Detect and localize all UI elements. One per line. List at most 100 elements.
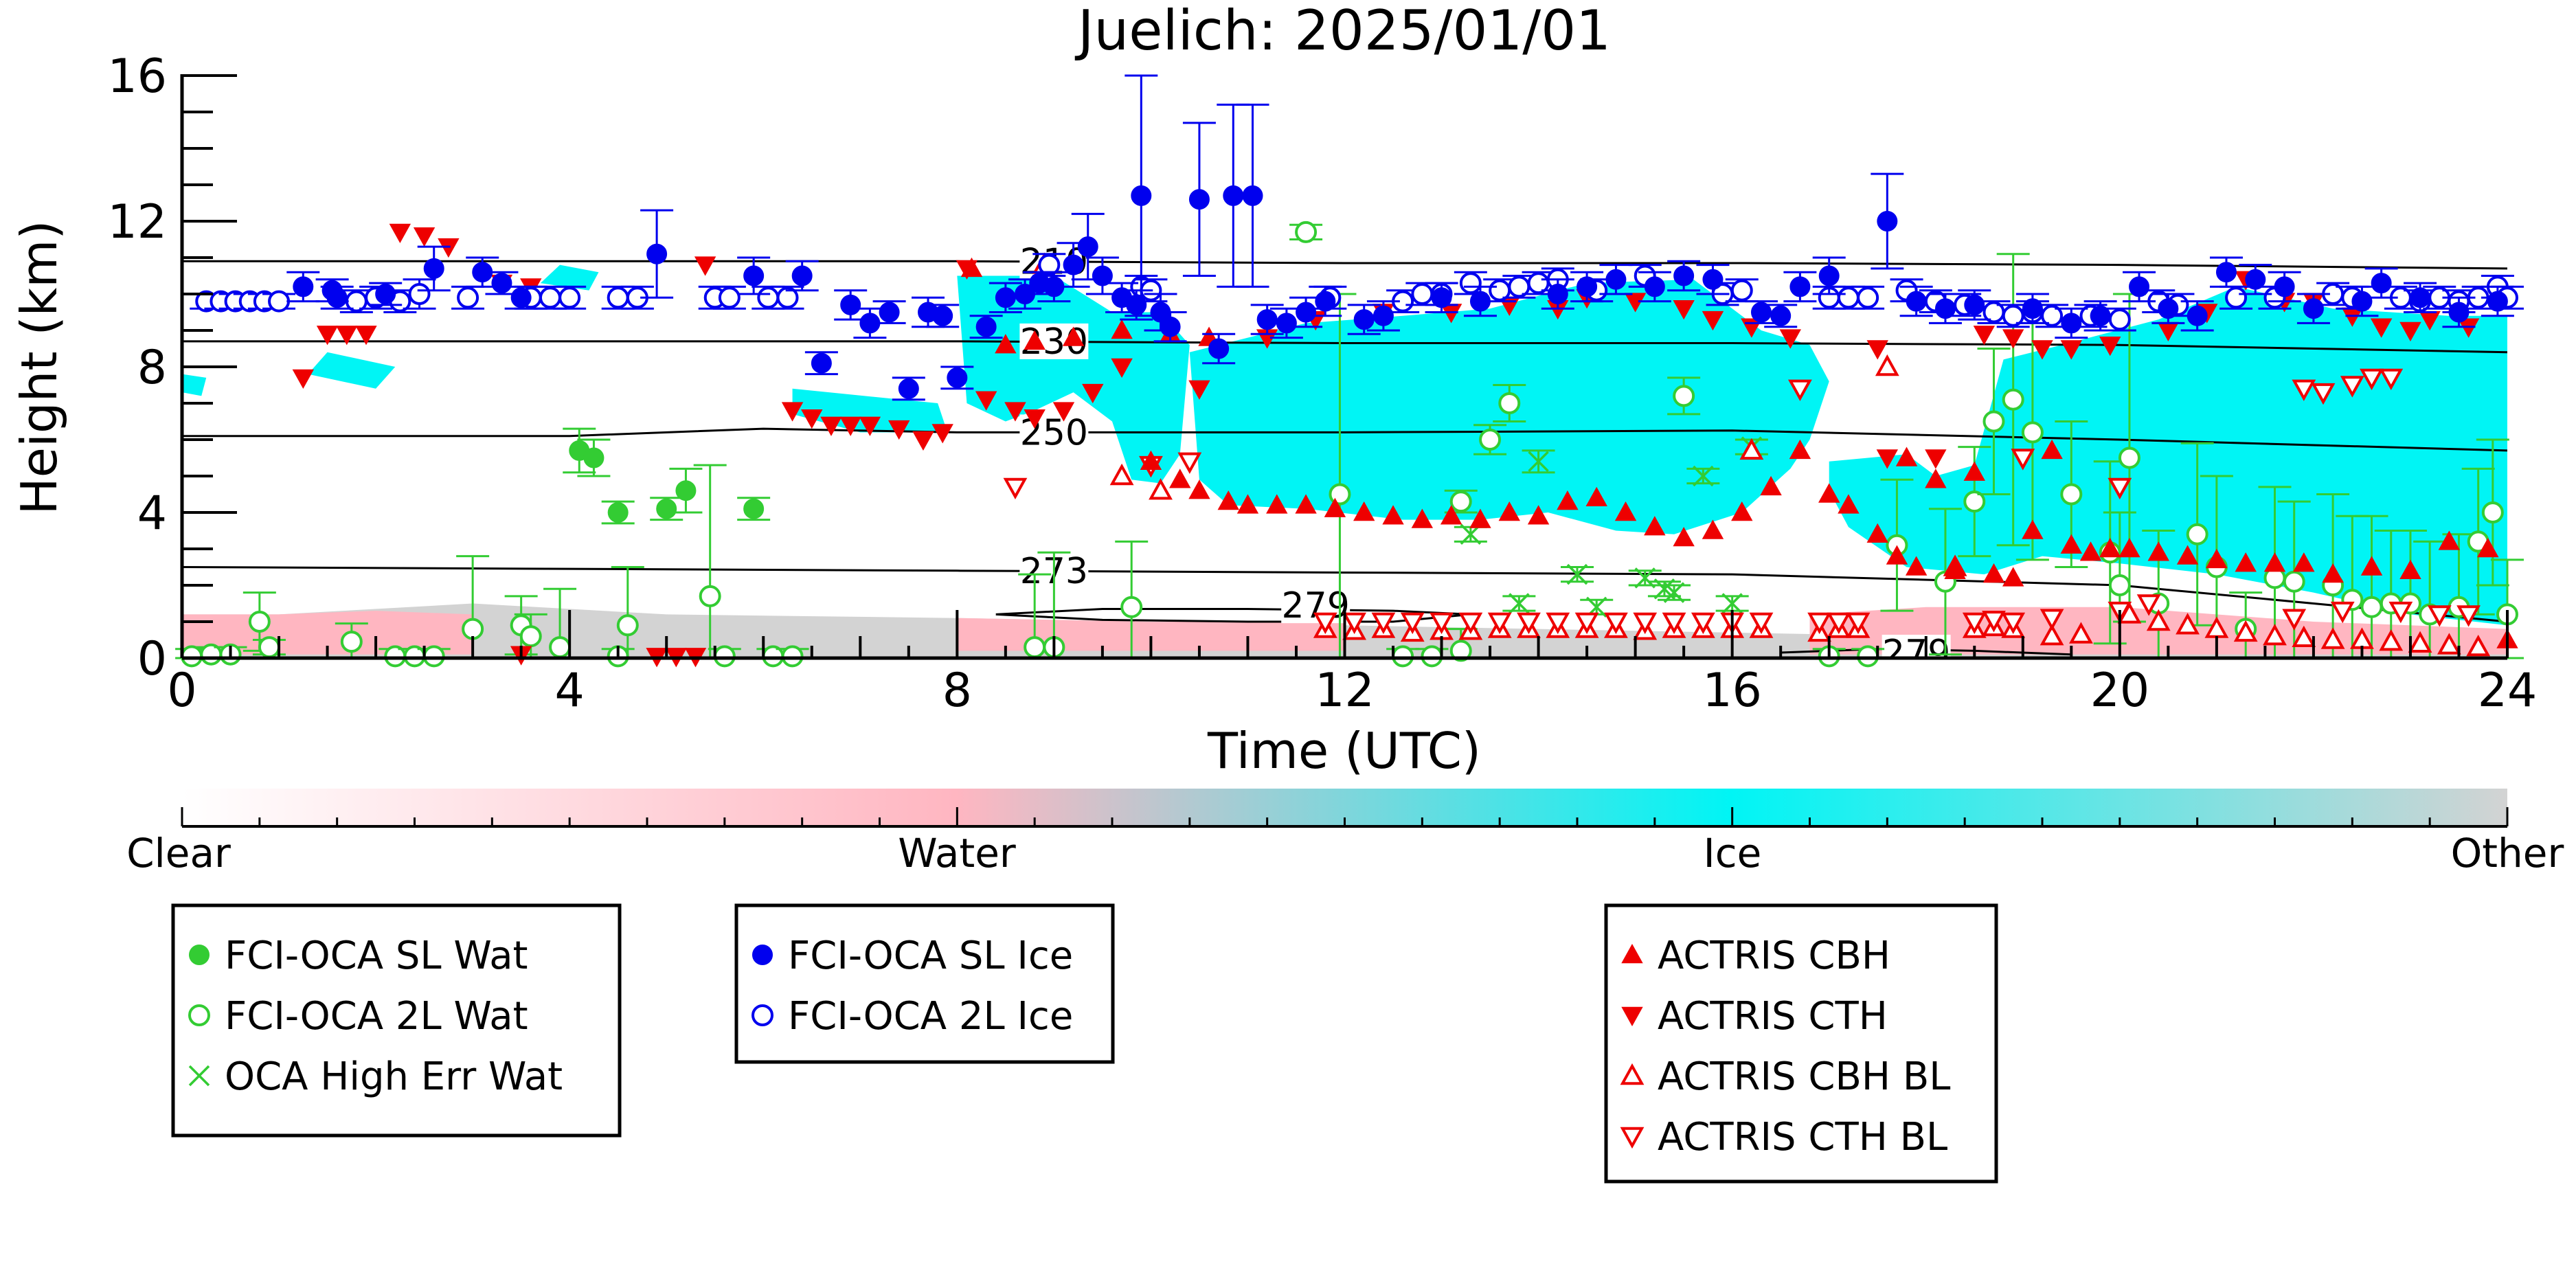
isotherm-label-279: 279 — [1882, 633, 1950, 674]
series-fci-oca-sl-ice — [286, 74, 2514, 401]
point-fci-oca-2l-wat-41 — [2108, 574, 2131, 596]
point-actris-cbh-bl-28 — [2040, 624, 2064, 646]
legend-entry-label: ACTRIS CTH BL — [1658, 1115, 1947, 1160]
point-fci-oca-2l-ice-13 — [558, 286, 581, 309]
point-fci-oca-sl-ice-17 — [932, 305, 953, 326]
colorbar-label-other: Other — [2451, 830, 2564, 877]
point-fci-oca-sl-ice-48 — [1673, 265, 1695, 286]
x-axis-label: Time (UTC) — [1207, 722, 1481, 780]
point-fci-oca-2l-ice-37 — [1837, 286, 1860, 309]
point-fci-oca-2l-ice-10 — [457, 286, 479, 309]
point-fci-oca-sl-ice-25 — [1077, 236, 1098, 258]
point-fci-oca-2l-wat-44 — [2186, 523, 2208, 545]
point-actris-cth-bl-32 — [1846, 612, 1871, 635]
colorbar-label-water: Water — [898, 830, 1016, 877]
point-fci-oca-sl-wat-2 — [607, 502, 629, 523]
point-actris-cth-bl-34 — [1982, 611, 2006, 633]
point-oca-high-err-wat-2 — [1528, 451, 1549, 473]
point-fci-oca-sl-ice-63 — [2187, 305, 2208, 326]
point-fci-oca-2l-ice-20 — [1038, 253, 1061, 276]
point-fci-oca-sl-wat-1 — [583, 447, 605, 468]
x-tick-label: 8 — [942, 664, 972, 718]
colorbar-label-ice: Ice — [1704, 830, 1762, 877]
point-actris-cth-bl-39 — [2427, 605, 2452, 627]
y-tick-label: 0 — [137, 632, 167, 686]
point-actris-cth-bl-37 — [2330, 601, 2355, 624]
point-actris-cth-19 — [975, 391, 997, 411]
point-actris-cth-bl-8 — [2340, 376, 2364, 398]
point-actris-cbh-37 — [1925, 468, 1947, 488]
point-fci-oca-sl-ice-65 — [2245, 269, 2266, 290]
point-actris-cbh-bl-34 — [2233, 620, 2258, 642]
y-tick-label: 4 — [137, 486, 167, 541]
point-fci-oca-2l-ice-9 — [408, 283, 431, 305]
point-actris-cth-16 — [912, 431, 934, 451]
point-fci-oca-sl-ice-18 — [947, 367, 968, 388]
point-actris-cth-bl-36 — [2040, 609, 2064, 631]
point-actris-cth-40 — [1925, 449, 1947, 469]
point-actris-cbh-33 — [1866, 523, 1888, 543]
point-fci-oca-sl-ice-43 — [1469, 291, 1491, 312]
point-fci-oca-sl-ice-46 — [1605, 269, 1627, 290]
point-actris-cth-13 — [839, 416, 861, 436]
point-actris-cbh-bl-2 — [1149, 478, 1173, 500]
point-fci-oca-2l-wat-21 — [1120, 596, 1143, 618]
point-fci-oca-sl-ice-50 — [1750, 302, 1772, 323]
legend-marker-1-0 — [752, 945, 773, 965]
point-fci-oca-2l-wat-12 — [549, 636, 572, 659]
point-fci-oca-sl-ice-15 — [898, 378, 919, 399]
point-fci-oca-sl-ice-37 — [1276, 313, 1297, 334]
point-fci-oca-2l-ice-12 — [539, 286, 561, 309]
point-fci-oca-2l-wat-29 — [1498, 392, 1521, 414]
series-actris-cbh — [960, 257, 2518, 648]
point-fci-oca-2l-wat-23 — [1329, 483, 1351, 506]
point-actris-cth-bl-23 — [1574, 612, 1599, 635]
point-actris-cth-bl-26 — [1662, 612, 1686, 635]
point-actris-cbh-48 — [2147, 541, 2169, 561]
point-actris-cbh-bl-3 — [1739, 438, 1764, 460]
legend-entry-label: ACTRIS CBH — [1658, 934, 1890, 978]
point-actris-cbh-26 — [1673, 527, 1695, 547]
point-fci-oca-sl-wat-3 — [656, 498, 677, 519]
point-fci-oca-sl-ice-38 — [1296, 302, 1317, 323]
point-actris-cbh-55 — [2360, 556, 2383, 576]
point-actris-cth-bl-14 — [1313, 612, 1337, 635]
point-actris-cth-2 — [336, 326, 358, 346]
point-actris-cth-bl-10 — [2379, 368, 2404, 391]
point-fci-oca-sl-ice-58 — [2022, 298, 2043, 319]
y-tick-label: 16 — [107, 49, 167, 104]
y-tick-label: 8 — [137, 341, 167, 395]
isotherm-230-1 — [182, 340, 2507, 354]
point-fci-oca-sl-ice-41 — [1372, 305, 1394, 326]
point-actris-cth-bl-9 — [2360, 368, 2384, 391]
point-actris-cbh-50 — [2206, 548, 2228, 569]
point-actris-cbh-51 — [2235, 552, 2257, 572]
point-actris-cth-bl-11 — [2136, 594, 2161, 616]
point-actris-cth-20 — [1004, 402, 1026, 422]
legend-entry-label: ACTRIS CTH — [1658, 994, 1888, 1039]
point-actris-cth-bl-13 — [2282, 609, 2307, 631]
legend-marker-2-0 — [1621, 943, 1643, 964]
point-actris-cbh-bl-39 — [2379, 629, 2404, 651]
point-actris-cbh-14 — [1324, 497, 1346, 517]
legend-box — [171, 903, 622, 1138]
legend-marker-2-2 — [1620, 1063, 1645, 1085]
legend-entry-label: ACTRIS CBH BL — [1658, 1054, 1950, 1099]
point-actris-cbh-11 — [1236, 494, 1259, 514]
point-fci-oca-2l-ice-38 — [1857, 286, 1879, 309]
point-actris-cbh-12 — [1266, 494, 1288, 514]
point-actris-cbh-13 — [1295, 494, 1317, 514]
y-axis-label: Height (km) — [10, 221, 68, 515]
series-fci-oca-sl-wat — [563, 427, 771, 525]
point-fci-oca-2l-ice-27 — [1459, 272, 1482, 295]
point-fci-oca-sl-ice-61 — [2129, 276, 2150, 297]
point-actris-cth-bl-3 — [1787, 379, 1812, 401]
point-actris-cbh-28 — [1731, 501, 1753, 521]
point-actris-cth-bl-6 — [2292, 379, 2316, 401]
point-actris-cbh-45 — [2079, 541, 2102, 561]
isotherm-label-bg — [1281, 587, 1351, 624]
point-oca-high-err-wat-5 — [1634, 567, 1656, 589]
point-actris-cbh-52 — [2263, 552, 2286, 572]
point-fci-oca-sl-ice-40 — [1353, 309, 1375, 330]
point-fci-oca-2l-wat-48 — [2283, 570, 2305, 593]
